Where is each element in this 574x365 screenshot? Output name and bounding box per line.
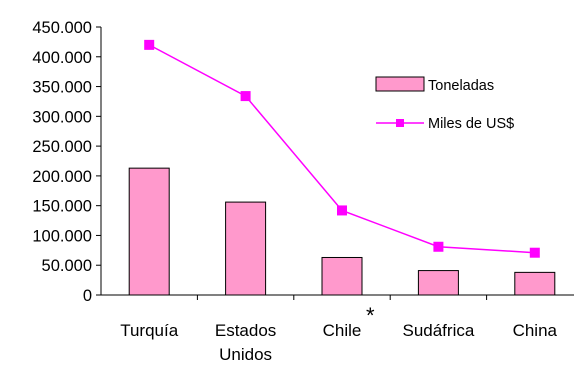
bar — [225, 201, 267, 296]
legend-label-miles-de-usd: Miles de US$ — [428, 116, 514, 132]
legend: Toneladas Miles de US$ — [375, 76, 514, 132]
y-tick-label: 200.000 — [32, 168, 92, 186]
y-tick-label: 300.000 — [32, 108, 92, 126]
y-ticks: 450.000 400.000 350.000 300.000 250.000 200.0… — [32, 19, 101, 305]
x-category-label: Turquía — [120, 321, 179, 340]
x-category-label-line: Chile — [323, 321, 362, 340]
y-tick-label: 250.000 — [32, 138, 92, 156]
y-tick-label: 100.000 — [32, 227, 92, 245]
y-tick-label: 0 — [83, 287, 92, 305]
x-category-label: Chile — [323, 321, 362, 340]
bar — [514, 271, 556, 296]
chart-axes — [100, 27, 574, 296]
bar — [321, 256, 363, 296]
y-tick-label: 400.000 — [32, 49, 92, 67]
line-point — [337, 205, 347, 216]
y-tick-label: 50.000 — [42, 257, 92, 275]
line-series-miles-de-usd — [144, 39, 540, 258]
bar — [417, 270, 459, 296]
line-point — [433, 241, 444, 252]
y-tick-label: 150.000 — [32, 198, 92, 216]
x-category-label-line: Unidos — [219, 345, 272, 364]
line-point — [529, 247, 540, 258]
series-line — [148, 44, 535, 254]
annotations: * — [366, 303, 375, 328]
x-category-label: Estados Unidos — [215, 321, 276, 364]
y-tick-label: 450.000 — [32, 19, 92, 37]
line-point — [240, 91, 251, 102]
line-point — [144, 39, 155, 50]
x-category-label-line: Estados — [215, 321, 276, 340]
x-category-label: Sudáfrica — [402, 321, 474, 340]
x-category-label-line: China — [513, 321, 558, 340]
bar-series-toneladas — [128, 167, 556, 296]
chile-annotation-asterisk: * — [366, 303, 375, 328]
legend-swatch-miles-marker — [396, 119, 404, 127]
legend-label-toneladas: Toneladas — [428, 78, 494, 94]
x-category-label-line: Turquía — [120, 321, 179, 340]
x-category-label: China — [513, 321, 558, 340]
bar — [128, 167, 170, 296]
legend-swatch-toneladas — [375, 76, 425, 92]
x-category-label-line: Sudáfrica — [402, 321, 474, 340]
y-tick-label: 350.000 — [32, 79, 92, 97]
x-ticks: Turquía Estados Unidos Chile Sudáfrica China — [120, 295, 558, 364]
